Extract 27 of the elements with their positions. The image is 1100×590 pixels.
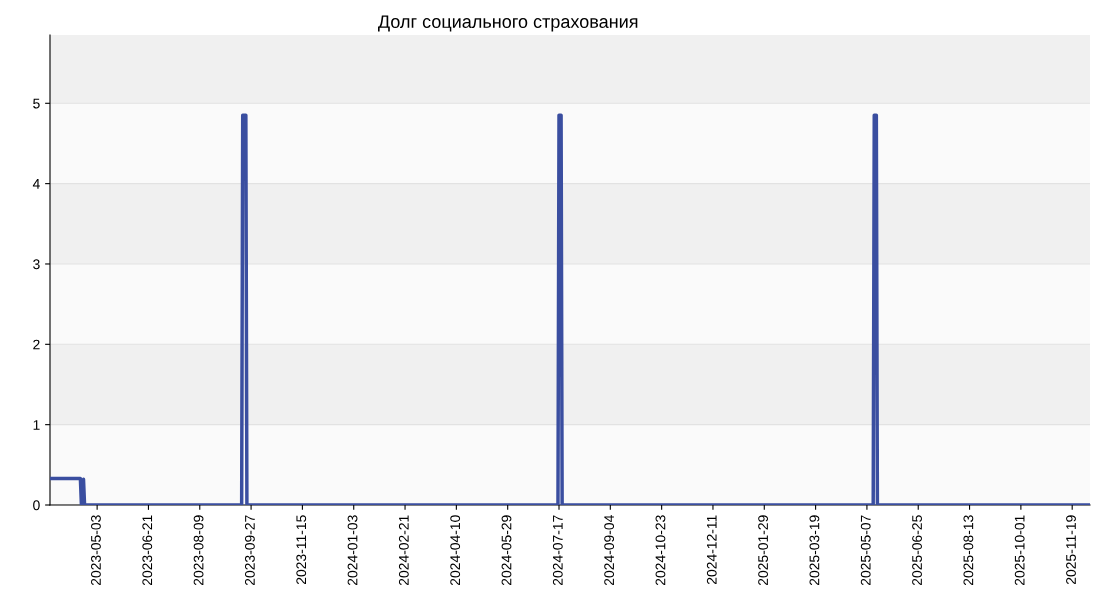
x-tick-label: 2023-06-21 <box>142 515 153 586</box>
x-tick-label: 2023-11-15 <box>296 515 307 585</box>
y-tick-label: 1 <box>33 420 40 430</box>
y-tick-label: 4 <box>32 179 40 189</box>
x-tick-label: 2025-03-19 <box>809 515 820 586</box>
x-tick-label: 2025-11-19 <box>1066 515 1076 585</box>
y-tick-label: 3 <box>33 259 40 270</box>
x-tick-label: 2024-05-29 <box>501 515 512 586</box>
x-tick-label: 2024-02-21 <box>398 515 409 586</box>
y-tick-label: 5 <box>33 98 40 109</box>
x-tick-label: 2023-08-09 <box>193 515 204 586</box>
x-tick-label: 2024-01-03 <box>347 515 358 586</box>
x-tick-label: 2024-12-11 <box>706 515 717 585</box>
x-tick-label: 2023-05-03 <box>91 515 101 586</box>
x-tick-label: 2025-06-25 <box>912 515 922 586</box>
y-tick-label: 0 <box>33 500 40 511</box>
x-tick-label: 2025-05-07 <box>860 515 871 586</box>
x-tick-label: 2023-09-27 <box>244 515 255 586</box>
x-tick-label: 2025-10-01 <box>1014 515 1025 586</box>
x-tick-label: 2025-01-29 <box>758 515 769 586</box>
chart-title: Долг социального страхования <box>378 15 638 32</box>
x-tick-label: 2024-10-23 <box>655 515 666 586</box>
x-tick-label: 2024-07-17 <box>552 515 563 586</box>
x-tick-label: 2024-09-04 <box>604 515 615 586</box>
x-tick-label: 2024-04-10 <box>450 515 461 586</box>
x-tick-label: 2025-08-13 <box>963 515 974 586</box>
y-tick-label: 2 <box>33 339 40 350</box>
